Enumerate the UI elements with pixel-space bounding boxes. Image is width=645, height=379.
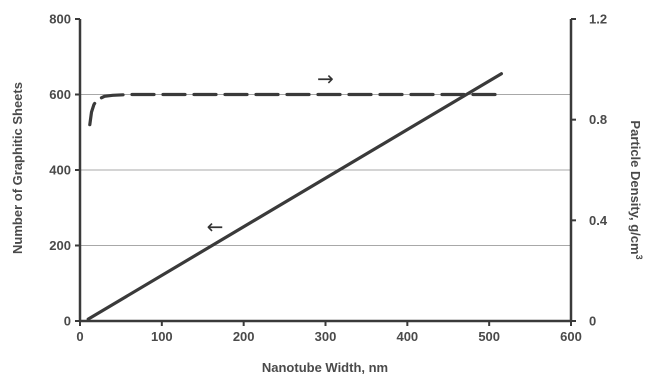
y-right-tick-label: 0.8 — [589, 112, 607, 127]
left-arrow-annotation: ← — [207, 214, 224, 238]
y-right-tick-label: 0 — [589, 314, 596, 329]
x-tick-label: 400 — [396, 329, 418, 344]
y-axis-right-title: Particle Density, g/cm3 — [628, 120, 644, 259]
x-tick-label: 0 — [76, 329, 83, 344]
y-left-tick-label: 600 — [49, 87, 71, 102]
tick-labels: 0 100 200 300 400 500 600 0 200 400 600 800 0 0.4 0.8 1… — [49, 12, 608, 345]
particle-density-line — [88, 92, 503, 127]
y-left-tick-label: 0 — [64, 314, 71, 329]
right-arrow-annotation: → — [317, 66, 334, 90]
x-tick-label: 200 — [233, 329, 255, 344]
annotations: →← — [207, 66, 334, 238]
y-left-tick-label: 400 — [49, 163, 71, 178]
y-left-tick-label: 200 — [49, 238, 71, 253]
series — [86, 72, 503, 321]
y-right-tick-label: 0.4 — [589, 213, 608, 228]
y-axis-right-title-base: Particle Density, g/cm — [628, 120, 643, 254]
axes — [75, 18, 576, 326]
grid-lines — [80, 94, 571, 246]
y-left-tick-label: 800 — [49, 12, 71, 27]
y-axis-left-title: Number of Graphitic Sheets — [10, 82, 25, 254]
y-axis-right-title-sup: 3 — [634, 255, 644, 260]
x-tick-label: 500 — [478, 329, 500, 344]
x-tick-label: 300 — [315, 329, 337, 344]
y-right-tick-label: 1.2 — [589, 12, 607, 27]
x-axis-title: Nanotube Width, nm — [262, 360, 388, 375]
graphitic-sheets-line — [86, 72, 503, 321]
x-tick-label: 100 — [151, 329, 173, 344]
x-tick-label: 600 — [560, 329, 582, 344]
